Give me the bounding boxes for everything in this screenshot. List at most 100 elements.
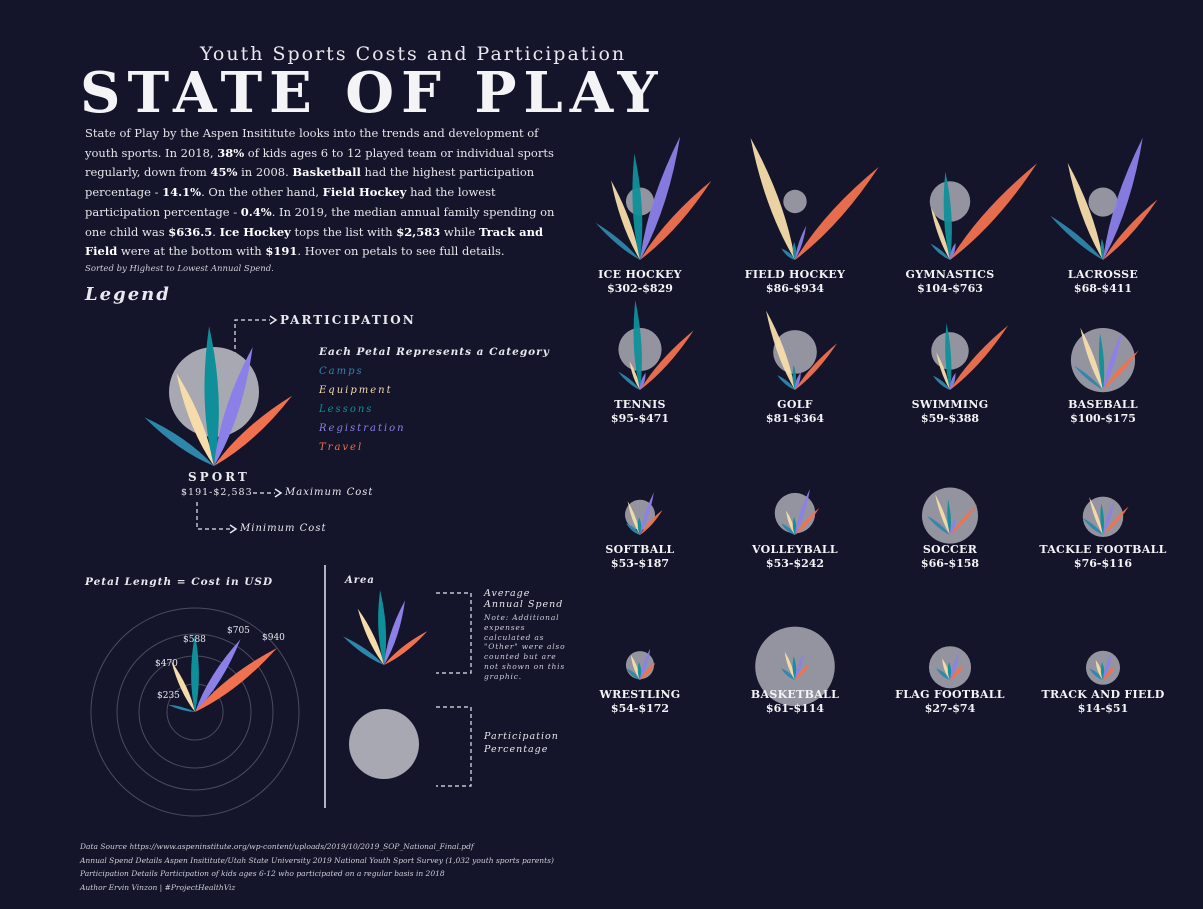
- petal-camps[interactable]: [1073, 365, 1103, 390]
- petal-travel[interactable]: [950, 504, 978, 535]
- petal-travel[interactable]: [1103, 506, 1129, 535]
- sport-glyph-flag-football[interactable]: [928, 646, 972, 689]
- petal-equipment[interactable]: [611, 180, 640, 260]
- petal-lessons[interactable]: [632, 153, 643, 260]
- petal-equipment[interactable]: [766, 310, 795, 390]
- sport-glyph-tennis[interactable]: [618, 300, 694, 390]
- sport-glyph-soccer[interactable]: [921, 487, 979, 544]
- petal-camps[interactable]: [595, 222, 640, 260]
- petal-equipment[interactable]: [629, 361, 640, 390]
- radial-tick-label: $588: [183, 635, 206, 645]
- petal-lessons[interactable]: [947, 499, 951, 535]
- petal-registration[interactable]: [1103, 501, 1114, 535]
- petal-registration[interactable]: [640, 648, 651, 680]
- sport-glyph-volleyball[interactable]: [774, 488, 820, 535]
- sport-glyph-wrestling[interactable]: [625, 648, 656, 680]
- sport-glyph-field-hockey[interactable]: [750, 137, 879, 260]
- petal-travel[interactable]: [640, 330, 694, 390]
- petal-travel[interactable]: [950, 664, 965, 680]
- petal-registration[interactable]: [1103, 654, 1112, 680]
- petal-lessons[interactable]: [792, 517, 797, 535]
- petal-registration[interactable]: [795, 488, 811, 535]
- petal-travel[interactable]: [1103, 199, 1158, 260]
- petal-lessons[interactable]: [637, 662, 642, 680]
- sport-glyph-basketball[interactable]: [755, 626, 835, 707]
- sport-glyph-softball[interactable]: [625, 492, 663, 535]
- petal-equipment[interactable]: [630, 654, 640, 680]
- petal-lessons[interactable]: [792, 656, 797, 680]
- petal-camps[interactable]: [626, 523, 640, 535]
- petal-equipment[interactable]: [942, 658, 950, 680]
- petal-registration[interactable]: [640, 492, 654, 535]
- petal-equipment[interactable]: [1080, 327, 1103, 390]
- petal-registration[interactable]: [1103, 137, 1143, 260]
- petal-travel[interactable]: [640, 509, 663, 535]
- legend-title: Legend: [85, 284, 171, 305]
- legend-min-cost-label: Minimum Cost: [240, 523, 327, 534]
- petal-registration[interactable]: [795, 225, 807, 260]
- petal-equipment[interactable]: [627, 501, 640, 535]
- sport-glyph-lacrosse[interactable]: [1050, 137, 1158, 260]
- petal-camps[interactable]: [626, 668, 640, 680]
- petal-equipment[interactable]: [936, 352, 950, 390]
- petal-lessons[interactable]: [1100, 238, 1105, 260]
- petal-travel[interactable]: [795, 166, 879, 260]
- petal-camps[interactable]: [936, 668, 950, 680]
- petal-lessons[interactable]: [943, 171, 952, 260]
- petal-registration[interactable]: [795, 654, 804, 680]
- sport-cost-range: $14-$51: [1077, 702, 1129, 715]
- sport-glyph-golf[interactable]: [766, 310, 837, 390]
- petal-registration[interactable]: [639, 372, 646, 390]
- petal-camps[interactable]: [926, 515, 950, 535]
- petal-registration[interactable]: [1103, 332, 1122, 390]
- petal-lessons[interactable]: [633, 300, 642, 390]
- petal-equipment[interactable]: [1067, 162, 1103, 260]
- petal-camps[interactable]: [1050, 215, 1103, 260]
- sport-glyph-ice-hockey[interactable]: [595, 136, 712, 260]
- petal-lessons[interactable]: [1098, 333, 1105, 390]
- petal-lessons[interactable]: [945, 322, 952, 390]
- petal-travel[interactable]: [640, 662, 656, 680]
- petal-registration[interactable]: [949, 242, 956, 260]
- petal-camps[interactable]: [1082, 517, 1103, 535]
- petal-registration[interactable]: [950, 653, 959, 680]
- petal-travel[interactable]: [950, 163, 1037, 260]
- petal-travel[interactable]: [795, 664, 810, 680]
- petal-camps[interactable]: [777, 375, 795, 390]
- sport-glyph-track-and-field[interactable]: [1085, 650, 1121, 685]
- radial-petal: [191, 634, 199, 712]
- petal-registration[interactable]: [794, 372, 801, 390]
- sport-name: ICE HOCKEY: [598, 268, 682, 281]
- petal-registration[interactable]: [640, 136, 681, 260]
- petal-equipment[interactable]: [784, 651, 795, 680]
- petal-travel[interactable]: [640, 180, 712, 260]
- sport-glyph-gymnastics[interactable]: [929, 163, 1037, 260]
- petal-travel[interactable]: [795, 508, 820, 535]
- petal-camps[interactable]: [781, 523, 795, 535]
- petal-lessons[interactable]: [792, 242, 797, 260]
- petal-travel[interactable]: [1103, 666, 1116, 680]
- petal-travel[interactable]: [950, 325, 1009, 390]
- petal-registration[interactable]: [949, 372, 956, 390]
- petal-travel[interactable]: [1103, 350, 1139, 390]
- petal-camps[interactable]: [781, 248, 795, 260]
- sport-glyph-baseball[interactable]: [1070, 327, 1139, 393]
- petal-equipment[interactable]: [930, 207, 950, 260]
- sport-glyph-tackle-football[interactable]: [1082, 496, 1129, 538]
- petal-equipment[interactable]: [750, 137, 795, 260]
- petal-camps[interactable]: [930, 243, 950, 260]
- petal-equipment[interactable]: [1089, 496, 1103, 535]
- petal-lessons[interactable]: [637, 517, 642, 535]
- petal-camps[interactable]: [781, 668, 795, 680]
- petal-lessons[interactable]: [792, 364, 797, 390]
- petal-camps[interactable]: [618, 371, 640, 390]
- petal-equipment[interactable]: [786, 510, 795, 535]
- petal-registration[interactable]: [949, 517, 956, 535]
- sport-glyph-swimming[interactable]: [931, 322, 1009, 390]
- petal-camps[interactable]: [932, 375, 950, 390]
- petal-lessons[interactable]: [1100, 503, 1105, 535]
- petal-equipment[interactable]: [1095, 659, 1103, 680]
- petal-camps[interactable]: [1089, 668, 1103, 680]
- petal-equipment[interactable]: [935, 494, 950, 535]
- petal-travel[interactable]: [795, 343, 837, 390]
